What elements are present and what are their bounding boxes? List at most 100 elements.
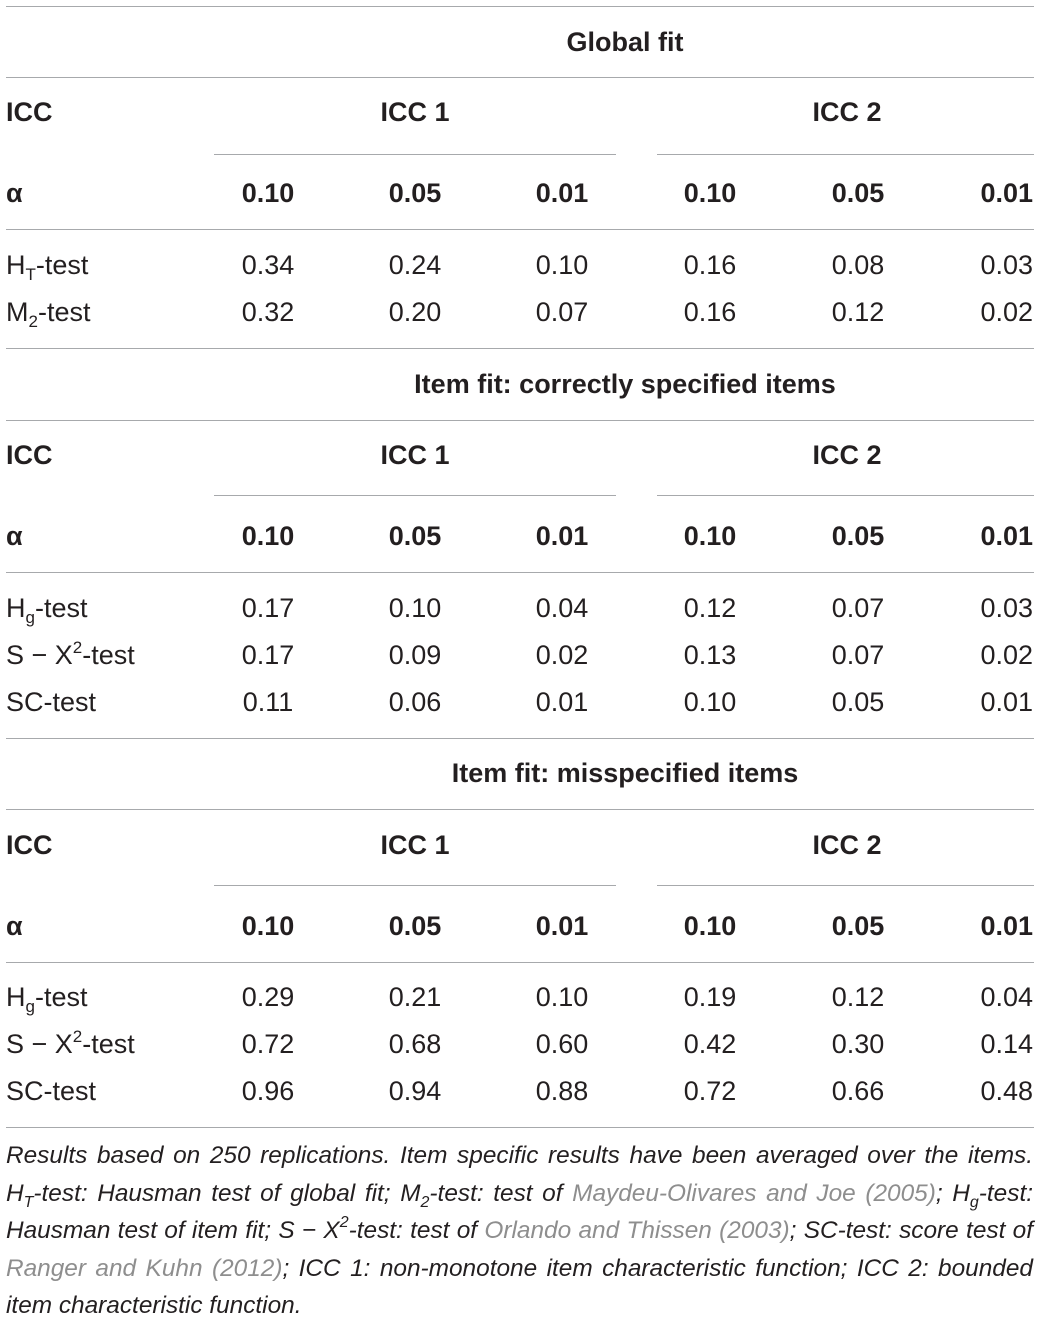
section-bottom-rule bbox=[6, 1127, 1034, 1128]
section-title-rule bbox=[6, 809, 1034, 810]
rejection-rate-cell: 0.07 bbox=[831, 640, 885, 670]
rejection-rate-cell: 0.68 bbox=[388, 1029, 442, 1059]
icc-group-1-header: ICC 1 bbox=[380, 97, 450, 127]
test-name: Hg-test bbox=[6, 593, 88, 626]
rejection-rate-cell: 0.03 bbox=[980, 593, 1033, 623]
header-bottom-rule bbox=[6, 229, 1034, 230]
rejection-rate-cell: 0.72 bbox=[241, 1029, 295, 1059]
icc-group-2-rule bbox=[657, 885, 1034, 886]
rejection-rate-cell: 0.16 bbox=[683, 297, 737, 327]
icc-group-1-rule bbox=[214, 885, 616, 886]
icc-group-2-header: ICC 2 bbox=[812, 830, 882, 860]
rejection-rate-cell: 0.19 bbox=[683, 982, 737, 1012]
rejection-rate-cell: 0.20 bbox=[388, 297, 442, 327]
rejection-rate-cell: 0.10 bbox=[388, 593, 442, 623]
rejection-rate-cell: 0.34 bbox=[241, 250, 295, 280]
reference-link-orlando-thissen[interactable]: Orlando and Thissen (2003) bbox=[484, 1217, 790, 1245]
reference-link-maydeu-olivares[interactable]: Maydeu-Olivares and Joe (2005) bbox=[572, 1179, 936, 1207]
rejection-rate-cell: 0.01 bbox=[535, 687, 589, 717]
test-name-base: S − X bbox=[6, 1029, 73, 1059]
icc-label: ICC bbox=[6, 440, 53, 470]
rejection-rate-cell: 0.60 bbox=[535, 1029, 589, 1059]
test-name: HT-test bbox=[6, 250, 88, 283]
footnote-text: ; ICC 1: non-monotone item characteristi… bbox=[6, 1254, 1033, 1320]
section-bottom-rule bbox=[6, 738, 1034, 739]
alpha-value: 0.01 bbox=[980, 521, 1033, 551]
icc-group-1-header: ICC 1 bbox=[380, 830, 450, 860]
alpha-value: 0.05 bbox=[388, 911, 442, 941]
alpha-label: α bbox=[6, 178, 23, 208]
alpha-value: 0.01 bbox=[980, 178, 1033, 208]
icc-group-2-rule bbox=[657, 154, 1034, 155]
alpha-value: 0.01 bbox=[535, 521, 589, 551]
rejection-rate-cell: 0.03 bbox=[980, 250, 1033, 280]
alpha-value: 0.01 bbox=[980, 911, 1033, 941]
test-name-base: M bbox=[6, 297, 29, 327]
rejection-rate-cell: 0.11 bbox=[242, 687, 294, 717]
rejection-rate-cell: 0.32 bbox=[241, 297, 295, 327]
alpha-value: 0.05 bbox=[388, 178, 442, 208]
test-name: SC-test bbox=[6, 687, 96, 717]
alpha-value: 0.10 bbox=[683, 521, 737, 551]
rejection-rate-cell: 0.07 bbox=[535, 297, 589, 327]
alpha-value: 0.10 bbox=[683, 178, 737, 208]
footnote-superscript: 2 bbox=[339, 1214, 349, 1232]
footnote-text: -test: Hausman test of item fit; S − X bbox=[6, 1179, 1033, 1245]
test-name-suffix: -test bbox=[34, 982, 88, 1012]
footnote-subscript: T bbox=[23, 1193, 34, 1211]
test-name-suffix: -test bbox=[82, 640, 135, 670]
icc-group-1-rule bbox=[214, 495, 616, 496]
rejection-rate-cell: 0.02 bbox=[980, 640, 1033, 670]
test-name-suffix: -test bbox=[34, 593, 88, 623]
test-name-base: H bbox=[6, 593, 26, 623]
rejection-rate-cell: 0.01 bbox=[980, 687, 1033, 717]
rejection-rate-cell: 0.10 bbox=[535, 982, 589, 1012]
icc-group-2-header: ICC 2 bbox=[812, 440, 882, 470]
test-name-superscript: 2 bbox=[72, 1027, 83, 1046]
section-bottom-rule bbox=[6, 348, 1034, 349]
header-bottom-rule bbox=[6, 572, 1034, 573]
test-name-base: SC-test bbox=[6, 1076, 97, 1106]
footnote-text: ; SC-test: score test of bbox=[789, 1217, 1033, 1245]
rejection-rate-cell: 0.17 bbox=[241, 640, 295, 670]
section-title: Item fit: misspecified items bbox=[451, 758, 799, 788]
rejection-rate-cell: 0.94 bbox=[388, 1076, 442, 1106]
rejection-rate-cell: 0.08 bbox=[831, 250, 885, 280]
rejection-rate-cell: 0.12 bbox=[831, 297, 885, 327]
rejection-rate-cell: 0.10 bbox=[535, 250, 589, 280]
rejection-rate-cell: 0.10 bbox=[683, 687, 737, 717]
icc-label: ICC bbox=[6, 97, 53, 127]
footnote-subscript: g bbox=[969, 1193, 979, 1211]
alpha-value: 0.10 bbox=[683, 911, 737, 941]
section-title-rule bbox=[6, 420, 1034, 421]
alpha-value: 0.05 bbox=[831, 521, 885, 551]
rejection-rate-cell: 0.05 bbox=[831, 687, 885, 717]
rejection-rate-cell: 0.09 bbox=[388, 640, 442, 670]
icc-label: ICC bbox=[6, 830, 53, 860]
rejection-rate-cell: 0.24 bbox=[388, 250, 442, 280]
footnote-text: -test: Hausman test of global fit; M bbox=[33, 1179, 421, 1207]
test-name: Hg-test bbox=[6, 982, 88, 1015]
rejection-rate-cell: 0.72 bbox=[683, 1076, 737, 1106]
test-name-superscript: 2 bbox=[72, 638, 83, 657]
test-name-base: H bbox=[6, 982, 26, 1012]
rejection-rate-cell: 0.14 bbox=[980, 1029, 1033, 1059]
test-name: M2-test bbox=[6, 297, 91, 330]
section-title-rule bbox=[6, 77, 1034, 78]
rejection-rate-cell: 0.48 bbox=[980, 1076, 1033, 1106]
footnote-text: -test: test of bbox=[348, 1217, 485, 1245]
alpha-value: 0.05 bbox=[388, 521, 442, 551]
section-title: Global fit bbox=[566, 27, 684, 57]
test-name-subscript: g bbox=[25, 608, 35, 627]
rejection-rate-cell: 0.88 bbox=[535, 1076, 589, 1106]
alpha-value: 0.10 bbox=[241, 911, 295, 941]
rejection-rate-cell: 0.02 bbox=[980, 297, 1033, 327]
test-name-base: H bbox=[6, 250, 26, 280]
section-title: Item fit: correctly specified items bbox=[414, 369, 836, 399]
reference-link-ranger-kuhn[interactable]: Ranger and Kuhn (2012) bbox=[6, 1254, 283, 1282]
rejection-rate-cell: 0.12 bbox=[831, 982, 885, 1012]
test-name-subscript: 2 bbox=[28, 312, 38, 331]
footnote-subscript: 2 bbox=[420, 1193, 430, 1211]
test-name-suffix: -test bbox=[37, 297, 91, 327]
